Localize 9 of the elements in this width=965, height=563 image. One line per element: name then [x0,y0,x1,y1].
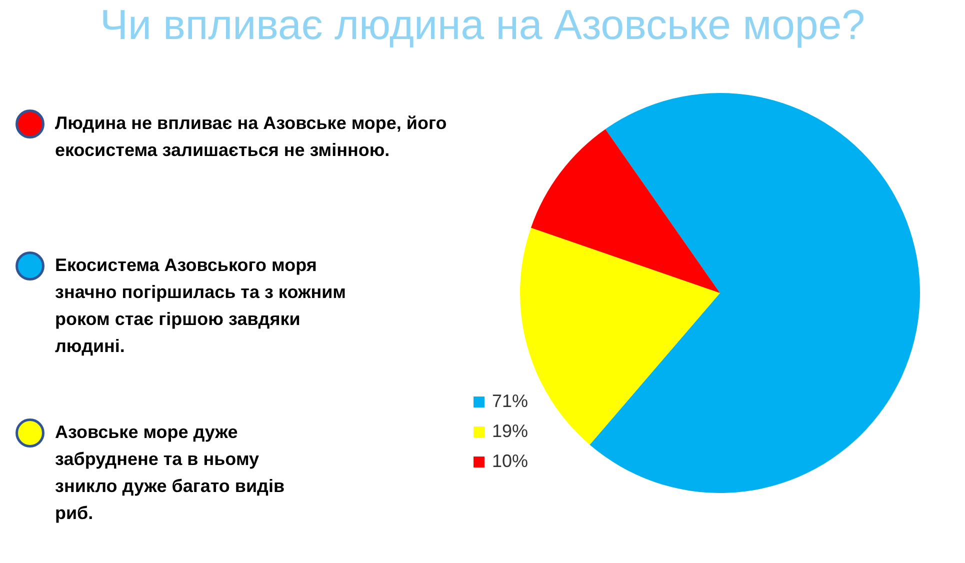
legend-label: 10% [492,451,528,471]
text: Азовське море дуже забруднене та в ньому зникло дуже багато видів риб. [55,422,285,523]
legend-label: 71% [492,391,528,411]
legend-label: 19% [492,421,528,441]
text: Екосистема Азовського моря значно погіршилась та з кожним роком стає гіршою завдяки людині. [55,255,346,356]
pie-slice [530,129,720,293]
pie-slice [590,93,920,493]
chart-title: Чи впливає людина на Азовське море? [100,1,866,48]
text: Людина не впливає на Азовське море, його екосистема залишається не змінною. [55,113,447,160]
